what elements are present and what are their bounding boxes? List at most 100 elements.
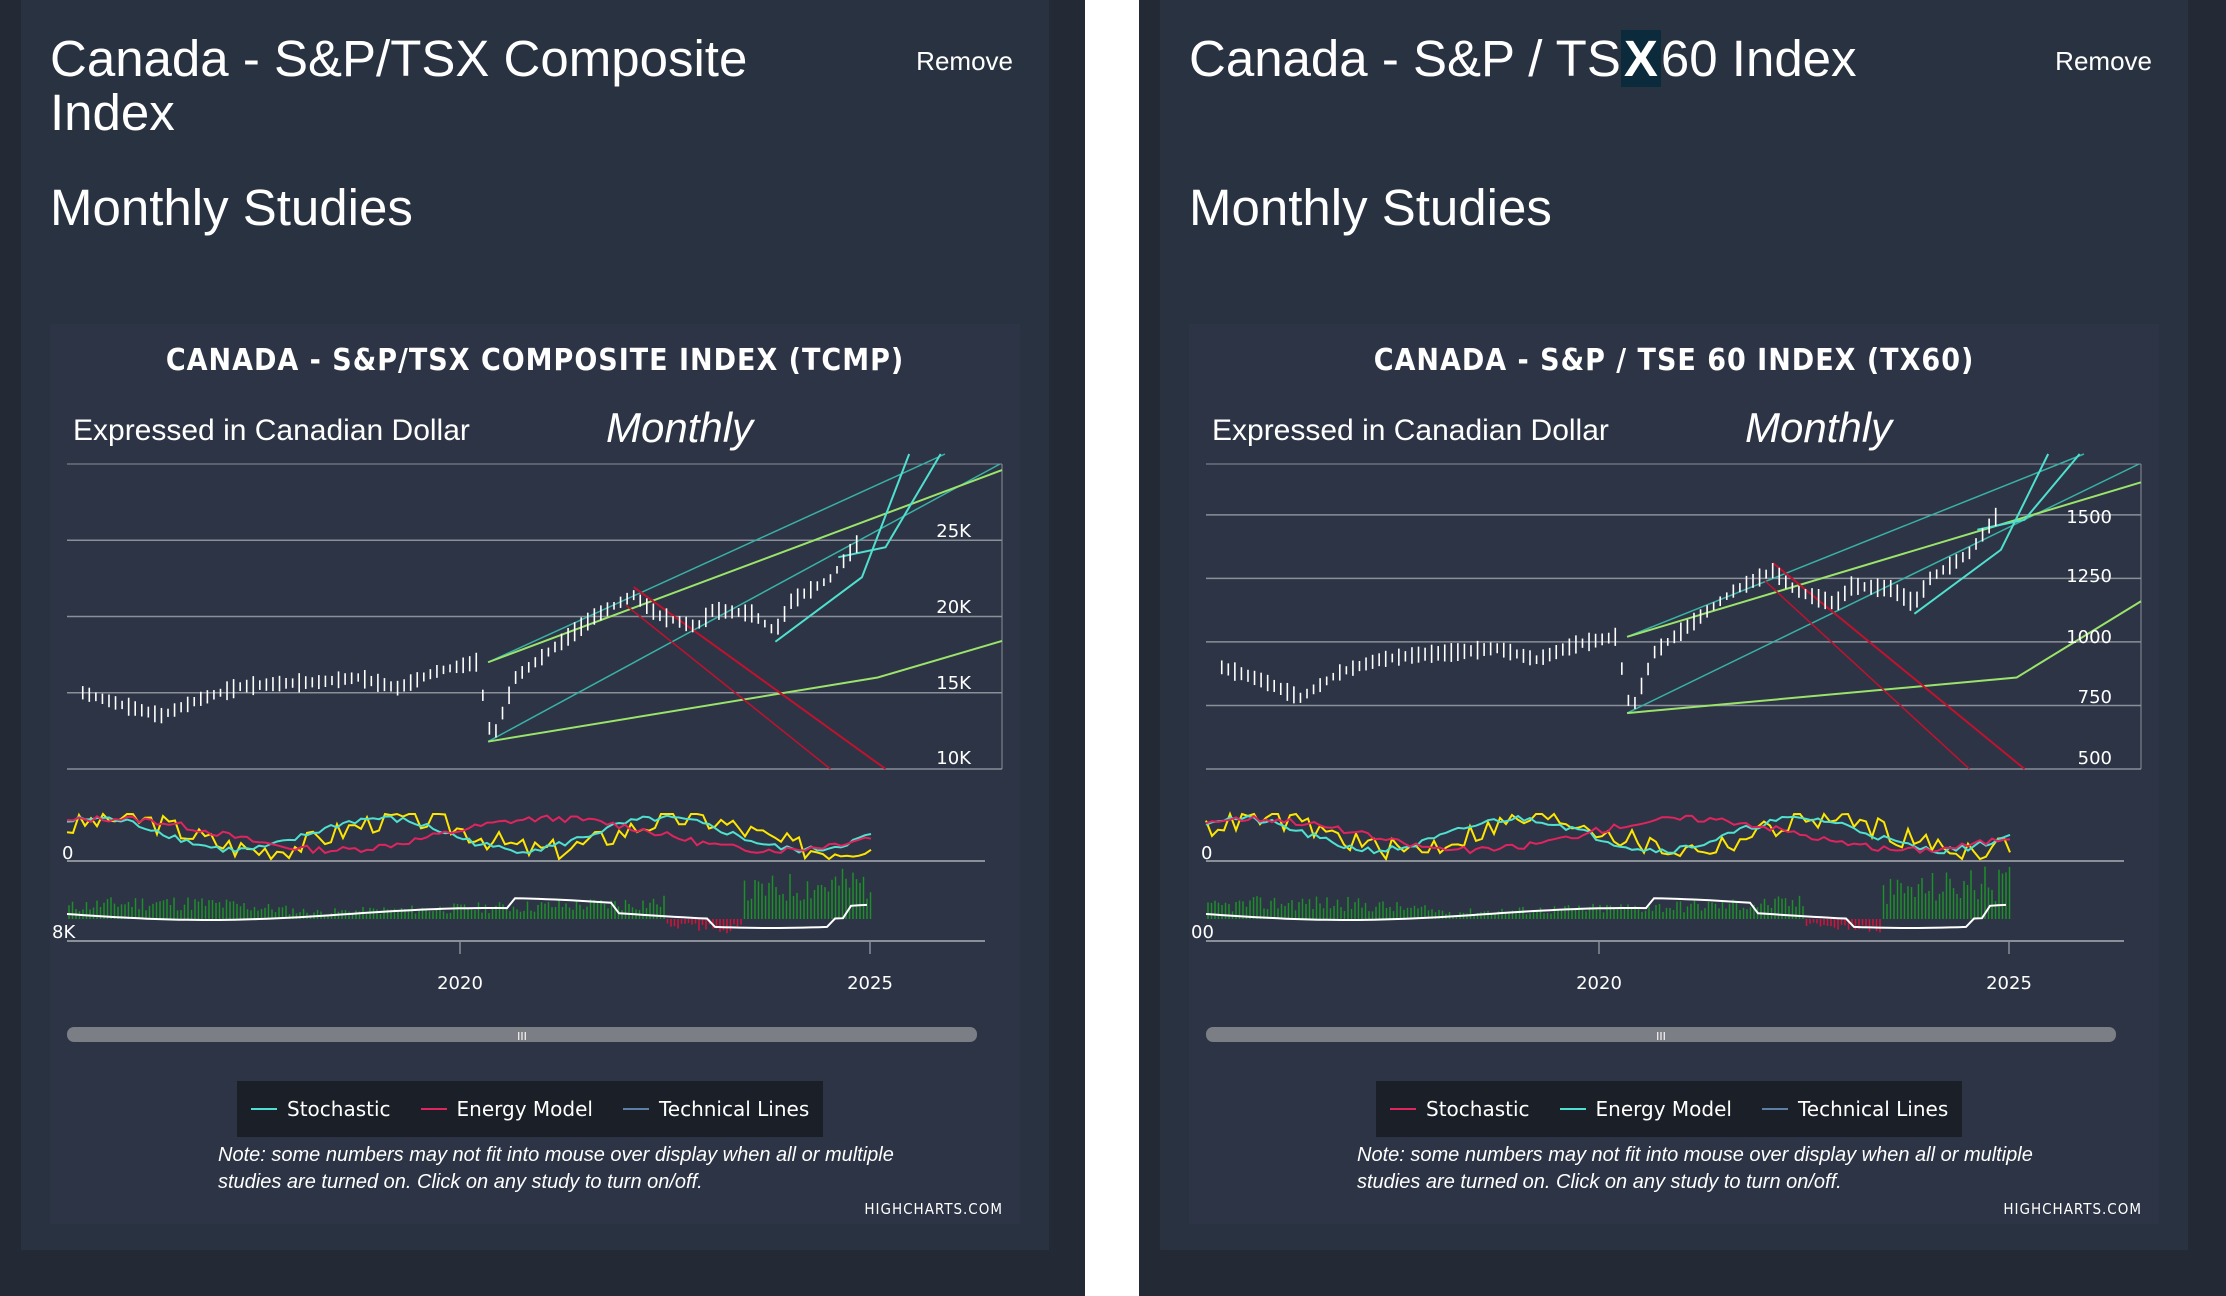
technical-lines [487, 453, 1003, 770]
trend-line [1764, 580, 1970, 770]
panel-title: Canada - S&P/TSX Composite Index [50, 32, 810, 140]
y-tick-label: 500 [2078, 748, 2112, 769]
chart-period-label: Monthly [1745, 404, 1895, 451]
y-tick-label: 10K [936, 748, 972, 769]
osc-tick-label: 0 [62, 843, 73, 864]
text-selection-highlight: X [1620, 30, 1661, 87]
stochastic-oscillator[interactable] [1205, 811, 2011, 862]
trend-line [487, 453, 946, 663]
chart-note: Note: some numbers may not fit into mous… [1357, 1144, 2033, 1193]
chart-container[interactable]: CANADA - S&P / TSE 60 INDEX (TX60) Expre… [1189, 324, 2159, 1224]
study-panel: Canada - S&P/TSX Composite Index Remove … [21, 0, 1049, 1250]
right-column: Canada - S&P / TSX60 Index Remove Monthl… [1139, 0, 2226, 1296]
x-tick-label: 2020 [437, 973, 483, 994]
energy-model-panel[interactable] [66, 868, 872, 934]
trend-line [625, 604, 831, 770]
legend-label: Energy Model [456, 1097, 593, 1121]
trend-line [774, 453, 911, 643]
panel-subtitle: Monthly Studies [1189, 179, 1552, 236]
legend-item-stochastic[interactable]: Stochastic [1390, 1097, 1530, 1121]
osc-tick-label: 0 [1201, 843, 1212, 864]
remove-button[interactable]: Remove [916, 46, 1013, 76]
x-tick-label: 2020 [1576, 973, 1622, 994]
chart-legend: Stochastic Energy Model Technical Lines [237, 1081, 824, 1137]
y-tick-label: 1250 [2066, 566, 2112, 587]
chart-subtitle: Expressed in Canadian Dollar [1212, 414, 1609, 447]
legend-swatch [622, 1108, 649, 1110]
trend-line [1772, 561, 2026, 770]
chart-credit[interactable]: HIGHCHARTS.COM [2003, 1200, 2142, 1218]
trend-line [838, 453, 942, 559]
grid-lines [67, 463, 1003, 954]
x-tick-label: 2025 [1986, 973, 2032, 994]
trend-line [633, 586, 887, 770]
y-tick-label: 25K [936, 521, 972, 542]
chart-svg[interactable]: CANADA - S&P/TSX COMPOSITE INDEX (TCMP) … [50, 324, 1020, 1224]
vol-tick-label: 00 [1191, 922, 1214, 943]
y-tick-label: 1500 [2066, 507, 2112, 528]
remove-button[interactable]: Remove [2055, 46, 2152, 76]
energy-model-panel[interactable] [1205, 866, 2011, 933]
legend-swatch [251, 1108, 277, 1110]
navigator-scrollbar[interactable] [67, 1027, 977, 1042]
chart-title: CANADA - S&P / TSE 60 INDEX (TX60) [1374, 343, 1975, 378]
technical-lines [1626, 453, 2142, 770]
legend-swatch [420, 1108, 447, 1110]
trend-line [1913, 453, 2050, 615]
scrollbar-handle[interactable]: III [1656, 1030, 1666, 1043]
y-tick-label: 750 [2078, 687, 2112, 708]
energy-model-line [66, 897, 868, 929]
legend-item-stochastic[interactable]: Stochastic [251, 1097, 391, 1121]
legend-label: Stochastic [1426, 1097, 1530, 1121]
legend-label: Technical Lines [1797, 1097, 1949, 1121]
chart-period-label: Monthly [606, 404, 756, 451]
trend-line [1977, 453, 2081, 531]
x-tick-label: 2025 [847, 973, 893, 994]
legend-swatch [1390, 1108, 1416, 1110]
panel-subtitle: Monthly Studies [50, 179, 413, 236]
stochastic-line [66, 814, 872, 855]
legend-item-technical-lines[interactable]: Technical Lines [1761, 1097, 1949, 1121]
stochastic-oscillator[interactable] [66, 812, 872, 861]
chart-credit[interactable]: HIGHCHARTS.COM [864, 1200, 1003, 1218]
legend-label: Technical Lines [658, 1097, 810, 1121]
trend-line [487, 463, 1001, 743]
legend-label: Energy Model [1595, 1097, 1732, 1121]
chart-svg[interactable]: CANADA - S&P / TSE 60 INDEX (TX60) Expre… [1189, 324, 2159, 1224]
vol-tick-label: 8K [52, 922, 76, 943]
stochastic-line [66, 814, 872, 855]
navigator-scrollbar[interactable] [1206, 1027, 2116, 1042]
y-tick-label: 1000 [2066, 627, 2112, 648]
y-tick-label: 20K [936, 597, 972, 618]
stochastic-line [1205, 814, 2010, 855]
price-series[interactable] [1220, 507, 1997, 709]
chart-title: CANADA - S&P/TSX COMPOSITE INDEX (TCMP) [166, 343, 904, 378]
chart-container[interactable]: CANADA - S&P/TSX COMPOSITE INDEX (TCMP) … [50, 324, 1020, 1224]
legend-item-technical-lines[interactable]: Technical Lines [622, 1097, 810, 1121]
energy-model-line [1205, 897, 2007, 929]
panel-title-text: Canada - S&P / TS [1189, 30, 1621, 87]
trend-line [1626, 463, 2140, 714]
scrollbar-handle[interactable]: III [517, 1030, 527, 1043]
trend-line [1626, 453, 2085, 638]
y-tick-label: 15K [936, 673, 972, 694]
panel-title: Canada - S&P / TSX60 Index [1189, 30, 1949, 87]
grid-lines [1206, 463, 2142, 954]
trend-line [487, 469, 1003, 664]
legend-label: Stochastic [287, 1097, 391, 1121]
legend-swatch [1559, 1108, 1586, 1110]
legend-item-energy-model[interactable]: Energy Model [1559, 1097, 1732, 1121]
stochastic-line [1205, 814, 2011, 855]
panel-title-text: Canada - S&P/TSX Composite Index [50, 30, 748, 141]
price-series[interactable] [81, 535, 858, 738]
legend-item-energy-model[interactable]: Energy Model [420, 1097, 593, 1121]
chart-note: Note: some numbers may not fit into mous… [218, 1144, 894, 1193]
legend-swatch [1761, 1108, 1788, 1110]
study-panel: Canada - S&P / TSX60 Index Remove Monthl… [1160, 0, 2188, 1250]
trend-line [1626, 481, 2142, 638]
chart-legend: Stochastic Energy Model Technical Lines [1376, 1081, 1963, 1137]
chart-subtitle: Expressed in Canadian Dollar [73, 414, 470, 447]
panel-title-text: 60 Index [1660, 30, 1857, 87]
trend-line [487, 639, 1003, 743]
trend-line [1626, 600, 2142, 715]
